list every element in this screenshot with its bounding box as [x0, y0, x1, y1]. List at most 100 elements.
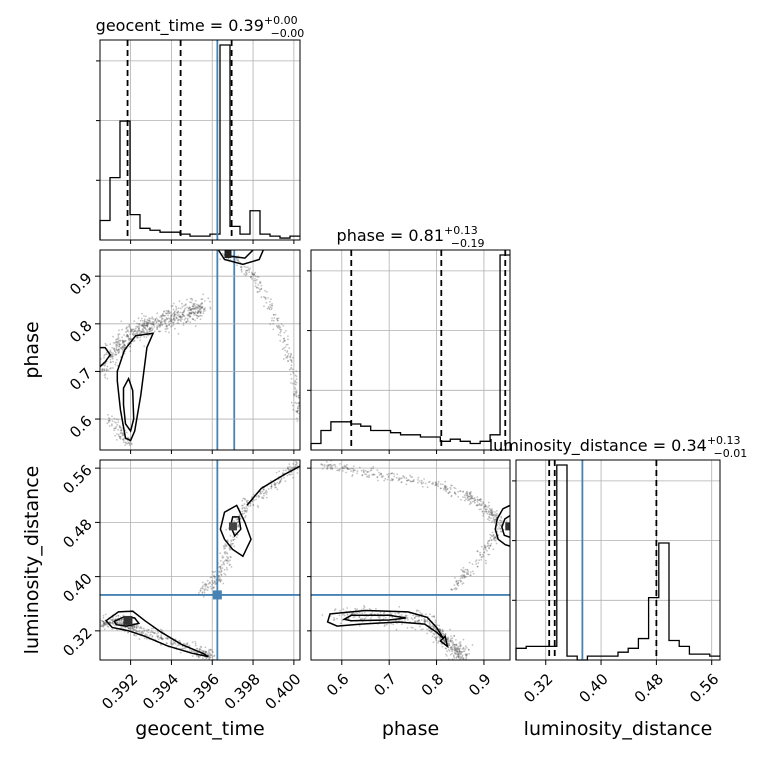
- sample-point: [445, 489, 447, 491]
- sample-point: [151, 635, 154, 637]
- sample-point: [115, 425, 118, 428]
- sample-point: [470, 494, 472, 497]
- sample-point: [136, 624, 138, 627]
- panel-title-geocent_time: geocent_time = 0.39+0.00 −0.00: [96, 14, 305, 40]
- sample-point: [122, 346, 124, 348]
- sample-point: [445, 487, 448, 489]
- sample-point: [110, 351, 113, 354]
- sample-point: [414, 617, 416, 619]
- sample-point: [201, 307, 204, 309]
- sample-point: [151, 322, 153, 325]
- sample-point: [479, 498, 481, 501]
- sample-point: [450, 494, 453, 497]
- sample-point: [382, 612, 385, 615]
- sample-point: [112, 342, 115, 344]
- sample-point: [444, 480, 447, 483]
- sample-point: [117, 338, 119, 340]
- sample-point: [223, 547, 226, 550]
- sample-point: [145, 315, 147, 318]
- sample-point: [191, 308, 193, 311]
- sample-point: [441, 483, 444, 486]
- sample-point: [423, 478, 425, 480]
- sample-point: [127, 338, 130, 341]
- sample-point: [173, 312, 176, 315]
- sample-point: [499, 530, 502, 533]
- sample-point: [166, 642, 168, 645]
- sample-point: [120, 622, 123, 625]
- sample-point: [163, 311, 165, 313]
- sample-point: [451, 639, 453, 642]
- sample-point: [476, 565, 479, 568]
- sample-point: [434, 481, 437, 484]
- sample-point: [110, 353, 113, 356]
- sample-point: [203, 591, 206, 594]
- sample-point: [417, 476, 420, 479]
- sample-point: [188, 314, 190, 317]
- sample-point: [263, 488, 265, 491]
- sample-point: [193, 312, 196, 315]
- sample-point: [189, 311, 192, 314]
- sample-point: [460, 580, 463, 582]
- sample-point: [237, 525, 240, 528]
- sample-point: [220, 579, 223, 581]
- sample-point: [209, 656, 212, 658]
- sample-point: [274, 484, 276, 487]
- sample-point: [391, 479, 394, 482]
- sample-point: [343, 464, 346, 467]
- sample-point: [172, 317, 175, 320]
- sample-point: [287, 338, 289, 341]
- sample-point: [458, 653, 460, 656]
- sample-point: [121, 348, 124, 351]
- sample-point: [426, 628, 428, 631]
- sample-point: [151, 329, 154, 331]
- sample-point: [191, 311, 194, 313]
- sample-point: [163, 314, 166, 317]
- sample-point: [276, 325, 279, 328]
- sample-point: [202, 595, 205, 598]
- tick-label-geocent_time: 0.396: [180, 670, 223, 713]
- sample-point: [351, 475, 353, 477]
- sample-point: [260, 288, 263, 290]
- sample-point: [290, 466, 293, 469]
- sample-point: [283, 339, 286, 342]
- sample-point: [485, 562, 487, 565]
- sample-point: [453, 643, 456, 646]
- sample-point: [480, 500, 482, 503]
- sample-point: [189, 308, 192, 311]
- sample-point: [427, 627, 430, 630]
- sample-point: [172, 302, 175, 305]
- sample-point: [480, 508, 482, 511]
- sample-point: [468, 649, 470, 652]
- sample-point: [205, 657, 208, 659]
- sample-point: [207, 586, 210, 589]
- contour-top-edge: [217, 250, 264, 266]
- sample-point: [188, 306, 191, 309]
- sample-point: [193, 314, 196, 316]
- sample-point: [450, 588, 453, 591]
- sample-point: [436, 483, 439, 486]
- sample-point: [293, 466, 296, 469]
- sample-point: [119, 435, 122, 438]
- sample-point: [352, 612, 355, 614]
- sample-point: [116, 341, 119, 344]
- sample-point: [447, 648, 450, 651]
- sample-point: [468, 493, 471, 495]
- sample-point: [135, 627, 138, 629]
- sample-point: [117, 352, 120, 354]
- sample-point: [277, 326, 279, 329]
- sample-point: [330, 466, 333, 469]
- sample-point: [297, 402, 300, 405]
- sample-point: [294, 386, 296, 389]
- sample-point: [267, 306, 270, 308]
- sample-point: [107, 369, 110, 372]
- sample-point: [202, 312, 205, 315]
- sample-point: [493, 536, 496, 539]
- sample-point: [490, 521, 493, 524]
- sample-point: [141, 630, 144, 633]
- sample-point: [257, 494, 260, 497]
- sample-point: [111, 622, 114, 624]
- sample-point: [391, 472, 394, 474]
- sample-point: [384, 624, 386, 626]
- sample-point: [144, 327, 147, 330]
